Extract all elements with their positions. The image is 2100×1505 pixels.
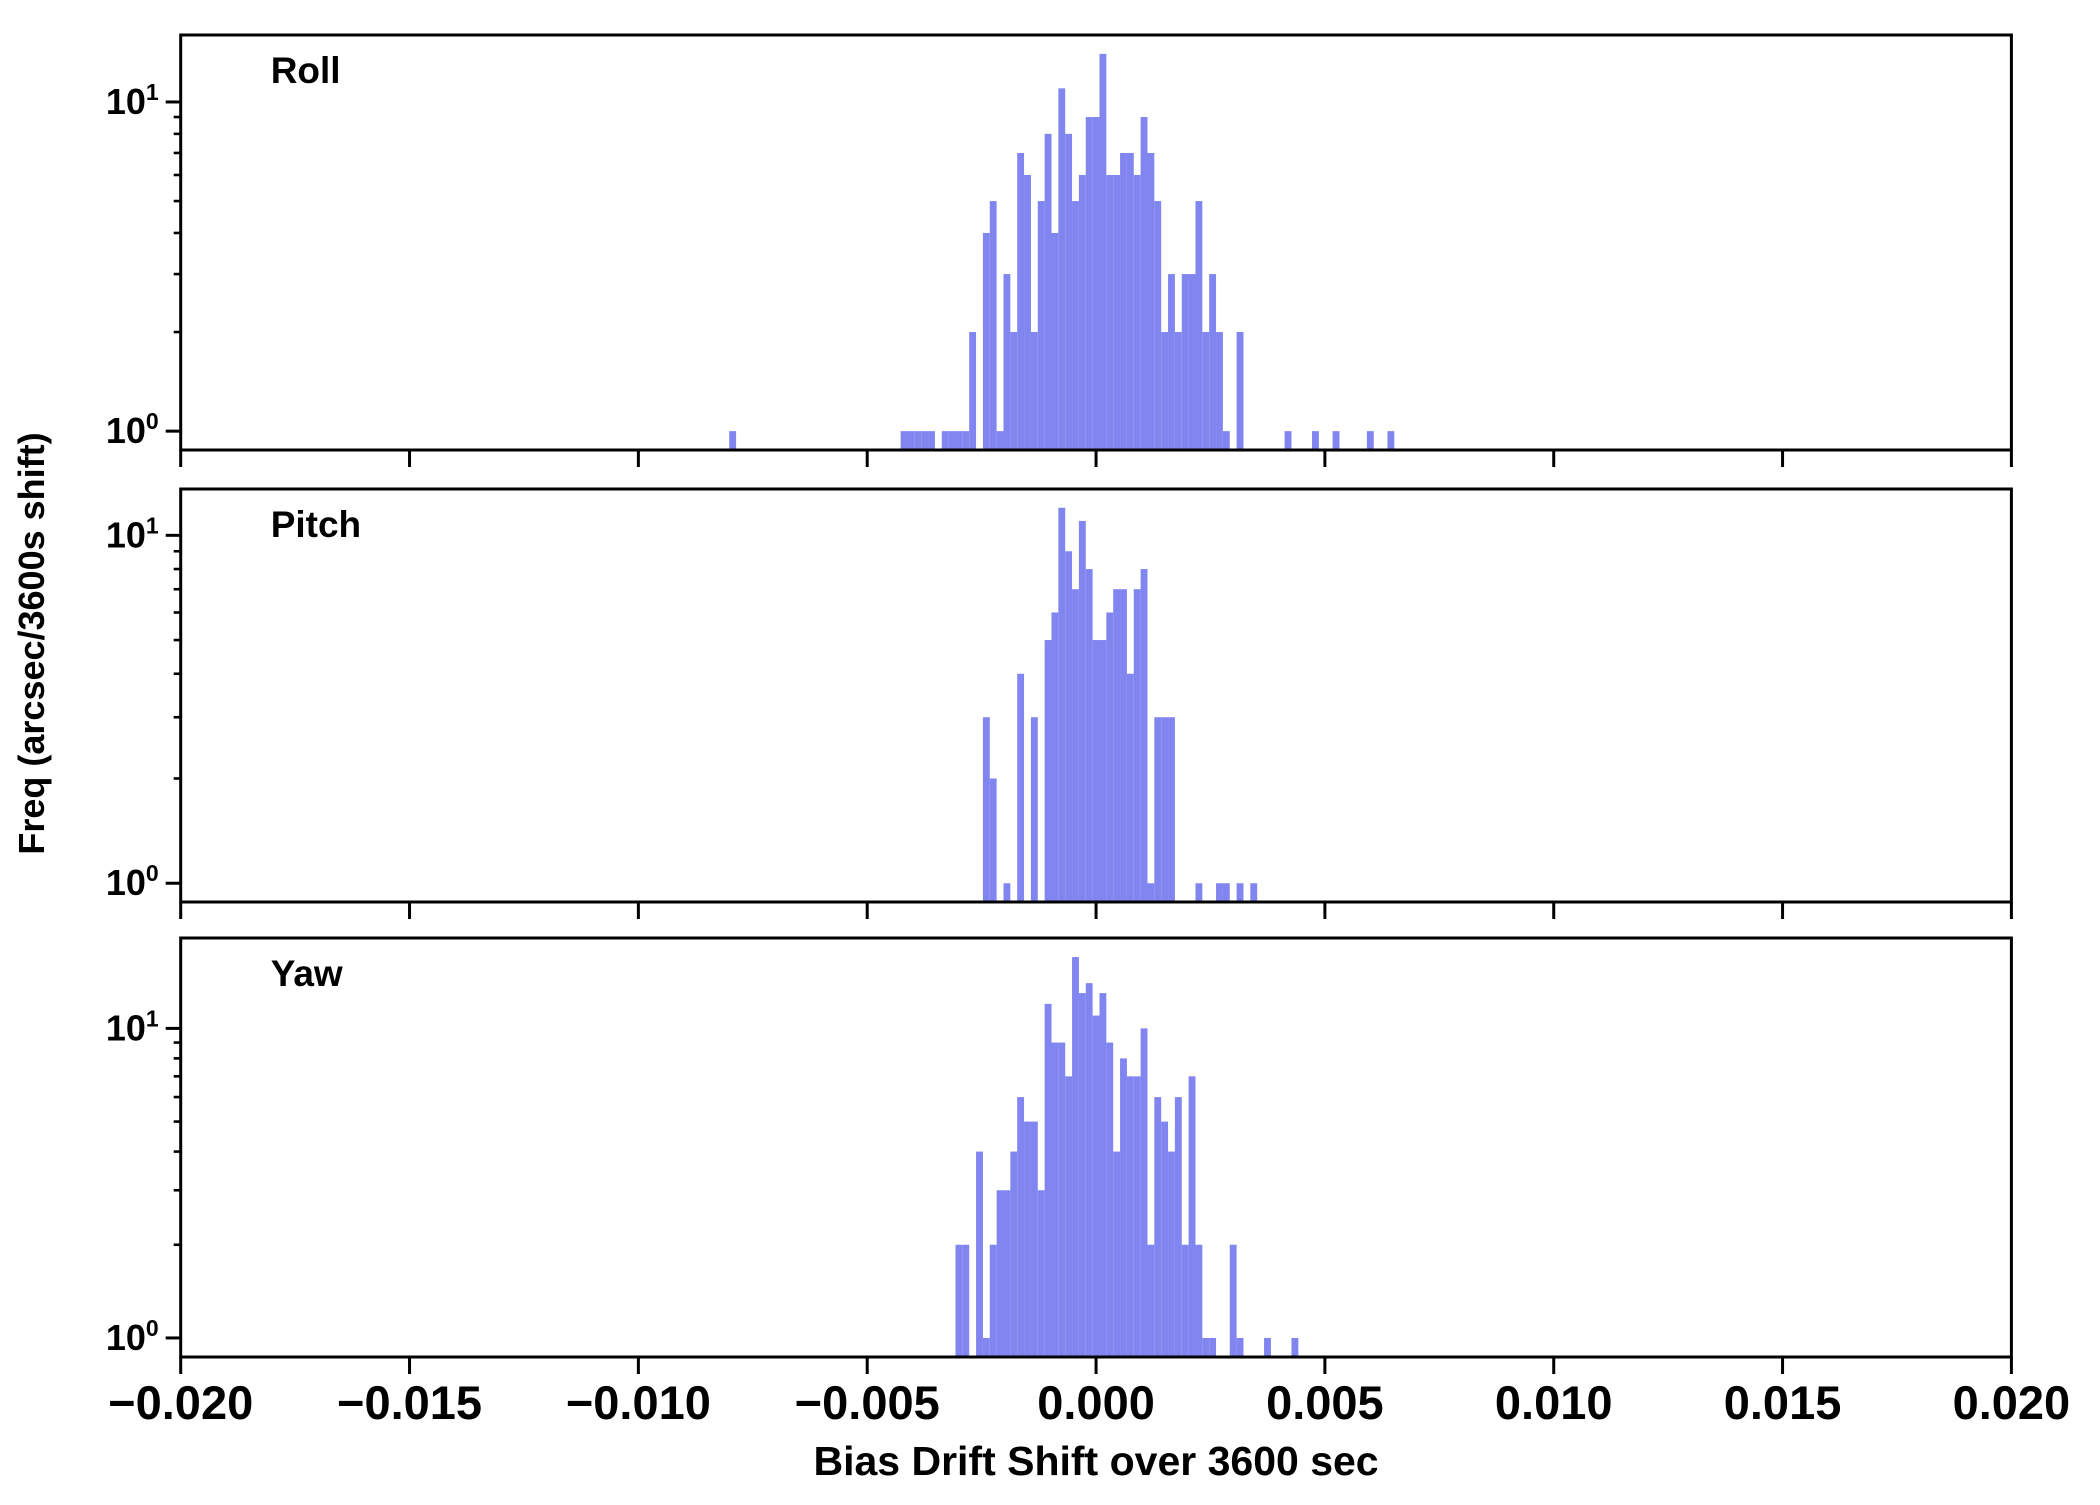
svg-text:−0.015: −0.015	[337, 1376, 482, 1429]
svg-text:−0.010: −0.010	[566, 1376, 711, 1429]
svg-text:Yaw: Yaw	[271, 953, 343, 994]
svg-text:0.005: 0.005	[1266, 1376, 1384, 1429]
svg-text:Bias Drift Shift over 3600 sec: Bias Drift Shift over 3600 sec	[813, 1438, 1378, 1484]
svg-text:0.015: 0.015	[1724, 1376, 1842, 1429]
svg-text:0.010: 0.010	[1495, 1376, 1613, 1429]
svg-text:Roll: Roll	[271, 50, 341, 91]
svg-text:0.020: 0.020	[1953, 1376, 2071, 1429]
svg-text:Freq (arcsec/3600s shift): Freq (arcsec/3600s shift)	[11, 432, 52, 854]
svg-text:−0.005: −0.005	[795, 1376, 940, 1429]
svg-text:−0.020: −0.020	[108, 1376, 253, 1429]
svg-text:Pitch: Pitch	[271, 504, 361, 545]
svg-text:0.000: 0.000	[1037, 1376, 1155, 1429]
